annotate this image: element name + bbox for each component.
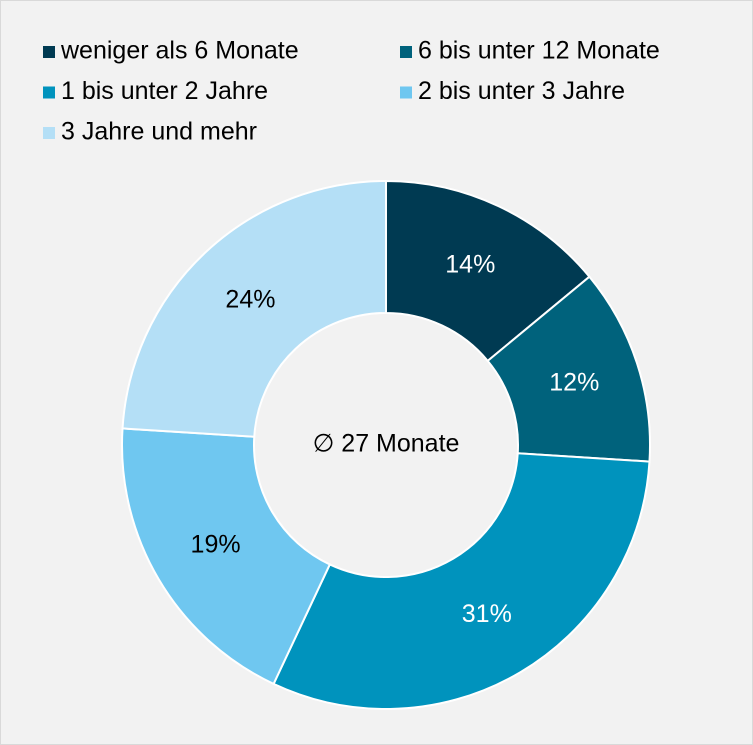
data-label: 14%	[445, 250, 495, 278]
legend-label: 2 bis unter 3 Jahre	[418, 77, 625, 105]
data-label: 19%	[191, 530, 241, 558]
donut-slice	[385, 179, 591, 363]
legend-swatch	[400, 86, 412, 99]
legend-label: 1 bis unter 2 Jahre	[61, 77, 268, 105]
legend-swatch	[43, 127, 55, 139]
data-label: 24%	[225, 285, 275, 313]
legend-swatch	[43, 86, 55, 99]
donut-slice	[121, 179, 387, 438]
donut-slice	[272, 452, 651, 710]
legend-swatch	[400, 46, 412, 58]
legend-label: 6 bis unter 12 Monate	[418, 37, 660, 65]
data-label: 31%	[462, 600, 512, 628]
donut-slice	[121, 427, 332, 686]
center-label: ∅ 27 Monate	[313, 430, 460, 458]
data-label: 12%	[549, 368, 599, 396]
legend-label: weniger als 6 Monate	[60, 37, 299, 65]
legend-swatch	[43, 46, 55, 58]
legend-label: 3 Jahre und mehr	[61, 118, 257, 146]
